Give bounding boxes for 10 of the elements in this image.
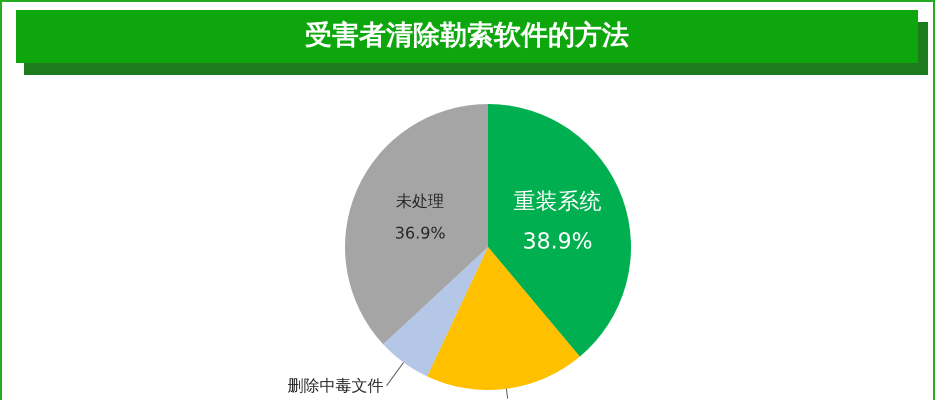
pie-slice — [383, 247, 488, 376]
data-label: 36.9% — [394, 223, 446, 242]
slice-label: 未处理 — [396, 191, 444, 210]
slice-label: 重装系统 — [514, 190, 602, 215]
data-label: 38.9% — [522, 230, 592, 255]
chart-title: 受害者清除勒索软件的方法 — [305, 20, 629, 53]
pie-slice — [345, 104, 488, 344]
pie-slice — [427, 247, 580, 390]
slice-label: 删除中毒文件 — [287, 376, 384, 395]
pie-slice — [488, 104, 631, 357]
